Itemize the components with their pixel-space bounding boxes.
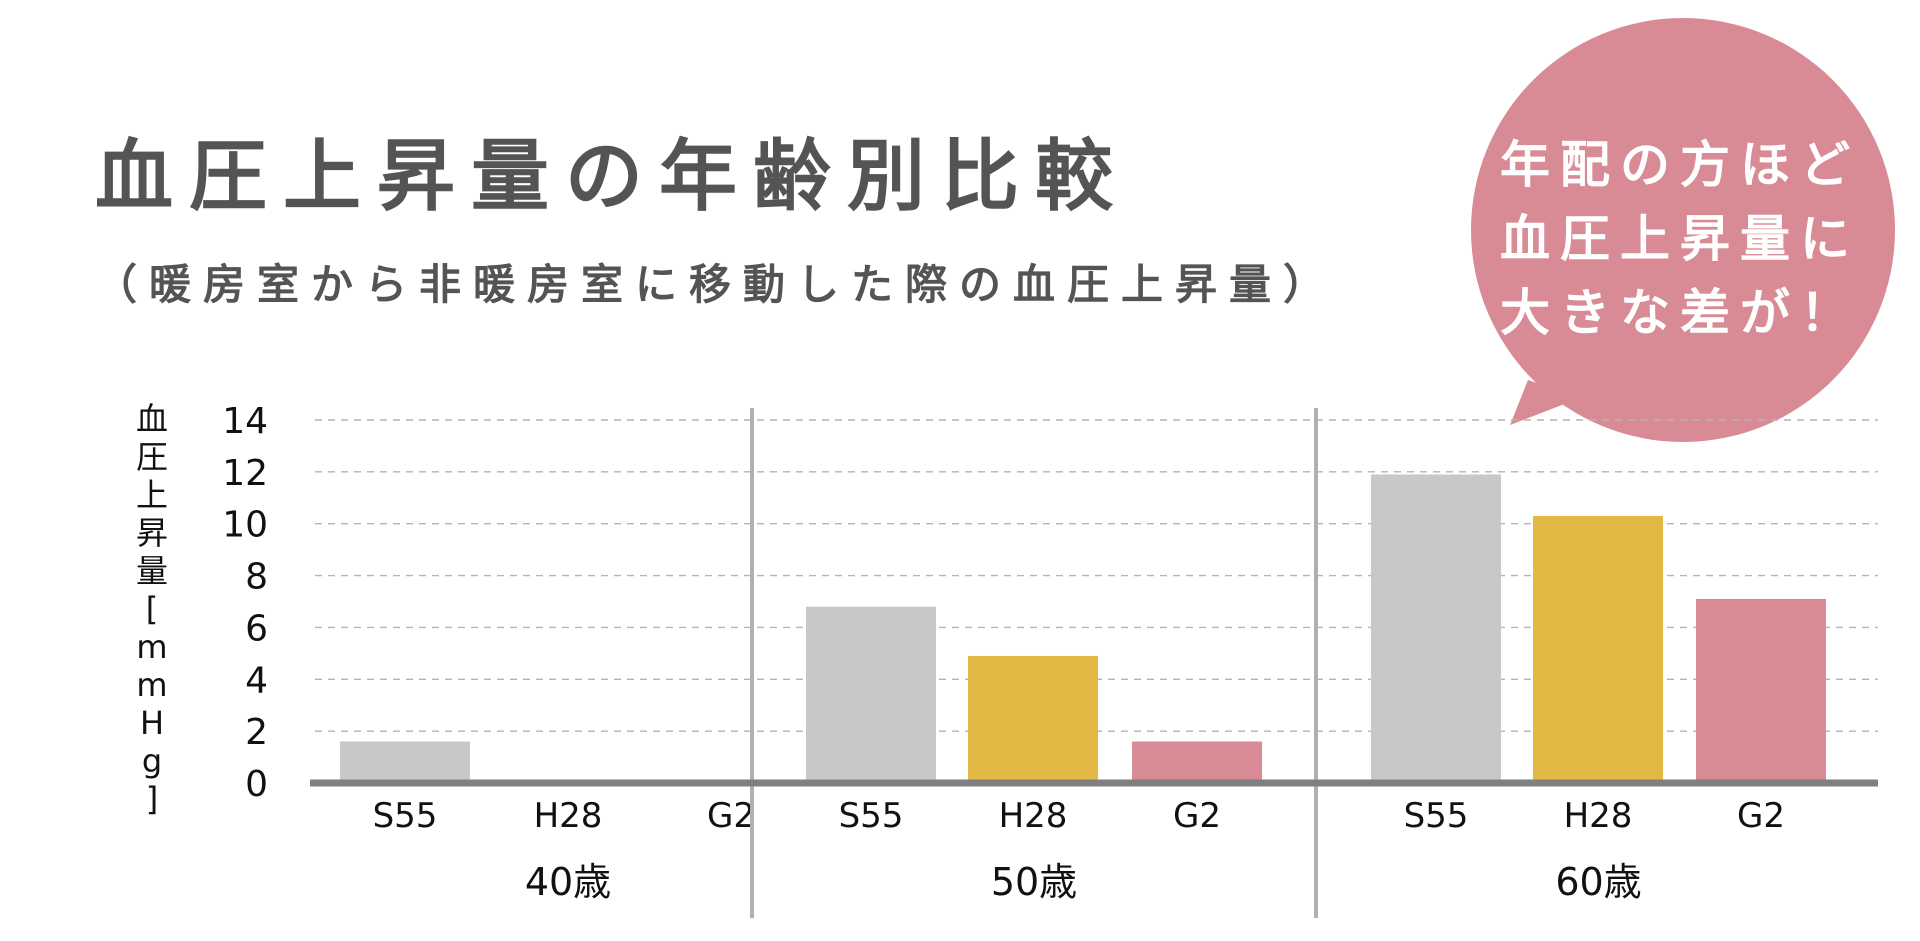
y-axis-label-char: g [142,742,162,780]
bar [806,606,936,783]
group-label: 60歳 [1555,860,1641,904]
x-tick-label: H28 [1564,796,1633,836]
group-label: 50歳 [991,860,1077,904]
bar [968,655,1098,783]
y-tick-label: 8 [245,557,268,598]
bar [1696,598,1826,783]
x-tick-label: G2 [1737,796,1785,836]
callout-line: 大きな差が！ [1500,284,1860,342]
x-tick-label: H28 [534,796,603,836]
bar [1132,741,1262,783]
callout-bubble [1471,18,1895,442]
group-label: 40歳 [525,860,611,904]
callout-line: 年配の方ほど [1500,136,1860,194]
y-axis-label-char: 量 [136,552,168,590]
y-axis-label-char: ] [146,780,158,818]
x-tick-label: S55 [1404,796,1469,836]
x-tick-label: S55 [839,796,904,836]
y-tick-label: 6 [245,608,268,649]
x-tick-label: G2 [1173,796,1221,836]
y-axis-label-char: 血 [136,400,168,438]
x-tick-label: H28 [999,796,1068,836]
chart-title: 血圧上昇量の年齢別比較 [95,132,1130,222]
y-axis-label-char: 圧 [136,438,168,476]
y-tick-label: 0 [245,764,268,805]
y-tick-label: 10 [222,505,268,546]
y-tick-label: 2 [245,712,268,753]
x-tick-label: G2 [707,796,755,836]
y-axis-label-char: H [140,704,164,742]
bar [1533,515,1663,783]
callout-text: 年配の方ほど 血圧上昇量に 大きな差が！ [1470,128,1890,350]
x-tick-label: S55 [373,796,438,836]
y-axis-label-char: m [136,628,167,666]
chart-subtitle: （暖房室から非暖房室に移動した際の血圧上昇量） [95,260,1338,309]
y-axis-label-char: 上 [136,476,168,514]
callout-line: 血圧上昇量に [1500,210,1860,268]
y-tick-label: 4 [245,660,268,701]
bar [1371,474,1501,783]
y-axis-label-char: [ [146,590,158,628]
y-tick-label: 12 [222,453,268,494]
y-axis-label-char: m [136,666,167,704]
y-tick-label: 14 [222,401,268,442]
callout-tail [1510,380,1580,425]
y-axis-label-char: 昇 [136,514,168,552]
bar [340,741,470,783]
